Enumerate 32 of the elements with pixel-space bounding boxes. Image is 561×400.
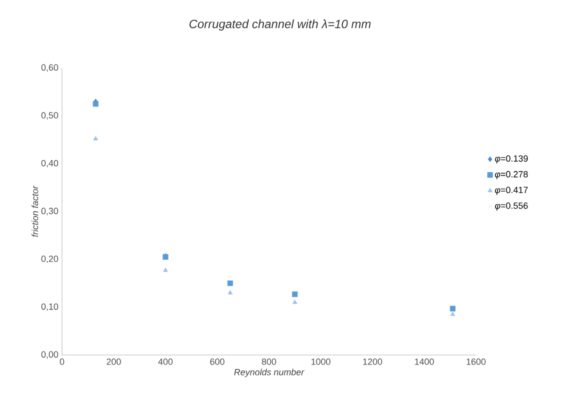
legend-label: φ=0.278 [494,171,528,180]
point [228,290,233,294]
point [450,312,456,316]
x-axis-title: Reynolds number [234,368,304,378]
x-tick-label: 1600 [466,358,486,365]
x-tick-label: 1000 [311,358,330,365]
y-tick-label: 0,40 [41,160,58,168]
y-axis-title: friction factor [32,186,38,237]
y-tick-label: 0,20 [41,256,58,264]
x-tick-label: 200 [106,358,121,365]
x-tick-label: 800 [262,358,276,365]
point [292,291,298,298]
y-tick-label: 0,60 [41,64,58,72]
legend-label: φ=0.139 [494,155,528,164]
x-tick-label: 1400 [414,358,434,365]
x-tick-label: 0 [60,358,64,365]
legend-label: φ=0.417 [494,186,528,195]
x-tick-label: 1200 [363,358,382,365]
chart-title: Corrugated channel with λ=10 mm [190,19,371,31]
y-tick-label: 0,00 [41,351,58,359]
point [227,280,233,286]
legend-label: φ=0.556 [494,202,528,211]
x-tick-label: 600 [210,358,224,365]
y-tick-label: 0,10 [41,303,58,311]
point [163,268,168,272]
y-tick-label: 0,50 [41,112,58,120]
point [92,101,98,107]
x-tick-label: 400 [158,358,173,365]
point [292,300,298,304]
y-tick-label: 0,30 [41,208,58,216]
point [450,306,456,312]
point [93,136,98,140]
